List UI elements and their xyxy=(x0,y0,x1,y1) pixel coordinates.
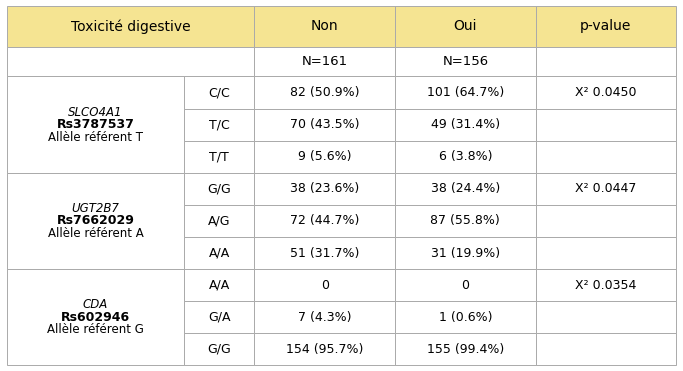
Text: N=161: N=161 xyxy=(302,55,348,68)
Text: Non: Non xyxy=(311,19,339,33)
Text: 87 (55.8%): 87 (55.8%) xyxy=(430,214,500,227)
Text: SLCO4A1: SLCO4A1 xyxy=(68,105,123,118)
Text: 38 (23.6%): 38 (23.6%) xyxy=(290,182,359,196)
Bar xyxy=(255,76,395,109)
Bar xyxy=(7,47,255,76)
Bar xyxy=(535,205,676,237)
Text: A/A: A/A xyxy=(209,279,230,292)
Bar xyxy=(395,173,535,205)
Text: G/A: G/A xyxy=(208,311,231,324)
Text: 1 (0.6%): 1 (0.6%) xyxy=(438,311,492,324)
Text: UGT2B7: UGT2B7 xyxy=(72,202,120,215)
Bar xyxy=(535,47,676,76)
Bar xyxy=(535,333,676,365)
Bar xyxy=(255,237,395,269)
Text: N=156: N=156 xyxy=(443,55,488,68)
Text: Rs7662029: Rs7662029 xyxy=(57,214,135,227)
Bar xyxy=(535,237,676,269)
Text: Allèle référent G: Allèle référent G xyxy=(47,324,144,336)
Bar xyxy=(535,301,676,333)
Text: C/C: C/C xyxy=(208,86,230,99)
Text: CDA: CDA xyxy=(83,298,108,311)
Text: 38 (24.4%): 38 (24.4%) xyxy=(431,182,500,196)
Text: Rs3787537: Rs3787537 xyxy=(57,118,135,131)
Bar xyxy=(184,205,255,237)
Text: Toxicité digestive: Toxicité digestive xyxy=(71,19,191,33)
Text: Oui: Oui xyxy=(454,19,477,33)
Bar xyxy=(184,269,255,301)
Bar xyxy=(184,333,255,365)
Text: T/T: T/T xyxy=(210,150,229,163)
Bar xyxy=(255,301,395,333)
Bar xyxy=(395,237,535,269)
Bar xyxy=(255,141,395,173)
Text: 70 (43.5%): 70 (43.5%) xyxy=(290,118,359,131)
Bar xyxy=(255,173,395,205)
Bar xyxy=(184,301,255,333)
Text: T/C: T/C xyxy=(209,118,229,131)
Text: 82 (50.9%): 82 (50.9%) xyxy=(290,86,359,99)
Text: A/A: A/A xyxy=(209,247,230,260)
Text: X² 0.0450: X² 0.0450 xyxy=(575,86,637,99)
Bar xyxy=(255,109,395,141)
Text: 51 (31.7%): 51 (31.7%) xyxy=(290,247,359,260)
Bar xyxy=(184,173,255,205)
Text: G/G: G/G xyxy=(208,343,232,356)
Text: X² 0.0447: X² 0.0447 xyxy=(575,182,637,196)
Bar xyxy=(255,269,395,301)
Bar xyxy=(184,237,255,269)
Text: 6 (3.8%): 6 (3.8%) xyxy=(438,150,492,163)
Bar xyxy=(395,333,535,365)
Bar xyxy=(184,141,255,173)
Bar xyxy=(7,173,184,269)
Bar xyxy=(395,6,535,47)
Text: 154 (95.7%): 154 (95.7%) xyxy=(286,343,363,356)
Text: G/G: G/G xyxy=(208,182,232,196)
Text: 155 (99.4%): 155 (99.4%) xyxy=(427,343,504,356)
Bar xyxy=(395,47,535,76)
Bar xyxy=(535,141,676,173)
Bar xyxy=(395,109,535,141)
Bar xyxy=(255,205,395,237)
Text: 49 (31.4%): 49 (31.4%) xyxy=(431,118,500,131)
Bar xyxy=(255,6,395,47)
Bar xyxy=(395,141,535,173)
Bar xyxy=(395,76,535,109)
Bar xyxy=(535,173,676,205)
Bar xyxy=(255,333,395,365)
Bar xyxy=(184,76,255,109)
Text: 9 (5.6%): 9 (5.6%) xyxy=(298,150,352,163)
Text: Allèle référent A: Allèle référent A xyxy=(48,227,143,240)
Bar xyxy=(395,301,535,333)
Text: A/G: A/G xyxy=(208,214,231,227)
Bar xyxy=(535,76,676,109)
Bar xyxy=(535,109,676,141)
Text: 7 (4.3%): 7 (4.3%) xyxy=(298,311,352,324)
Text: Allèle référent T: Allèle référent T xyxy=(48,131,143,144)
Text: p-value: p-value xyxy=(580,19,632,33)
Text: 101 (64.7%): 101 (64.7%) xyxy=(427,86,504,99)
Bar xyxy=(535,269,676,301)
Text: 72 (44.7%): 72 (44.7%) xyxy=(290,214,359,227)
Bar xyxy=(535,6,676,47)
Bar xyxy=(395,269,535,301)
Bar xyxy=(7,6,255,47)
Bar xyxy=(7,269,184,365)
Text: 31 (19.9%): 31 (19.9%) xyxy=(431,247,500,260)
Text: 0: 0 xyxy=(461,279,469,292)
Text: 0: 0 xyxy=(321,279,329,292)
Bar xyxy=(184,109,255,141)
Text: X² 0.0354: X² 0.0354 xyxy=(575,279,637,292)
Bar xyxy=(255,47,395,76)
Text: Rs602946: Rs602946 xyxy=(61,311,130,324)
Bar xyxy=(395,205,535,237)
Bar xyxy=(7,76,184,173)
